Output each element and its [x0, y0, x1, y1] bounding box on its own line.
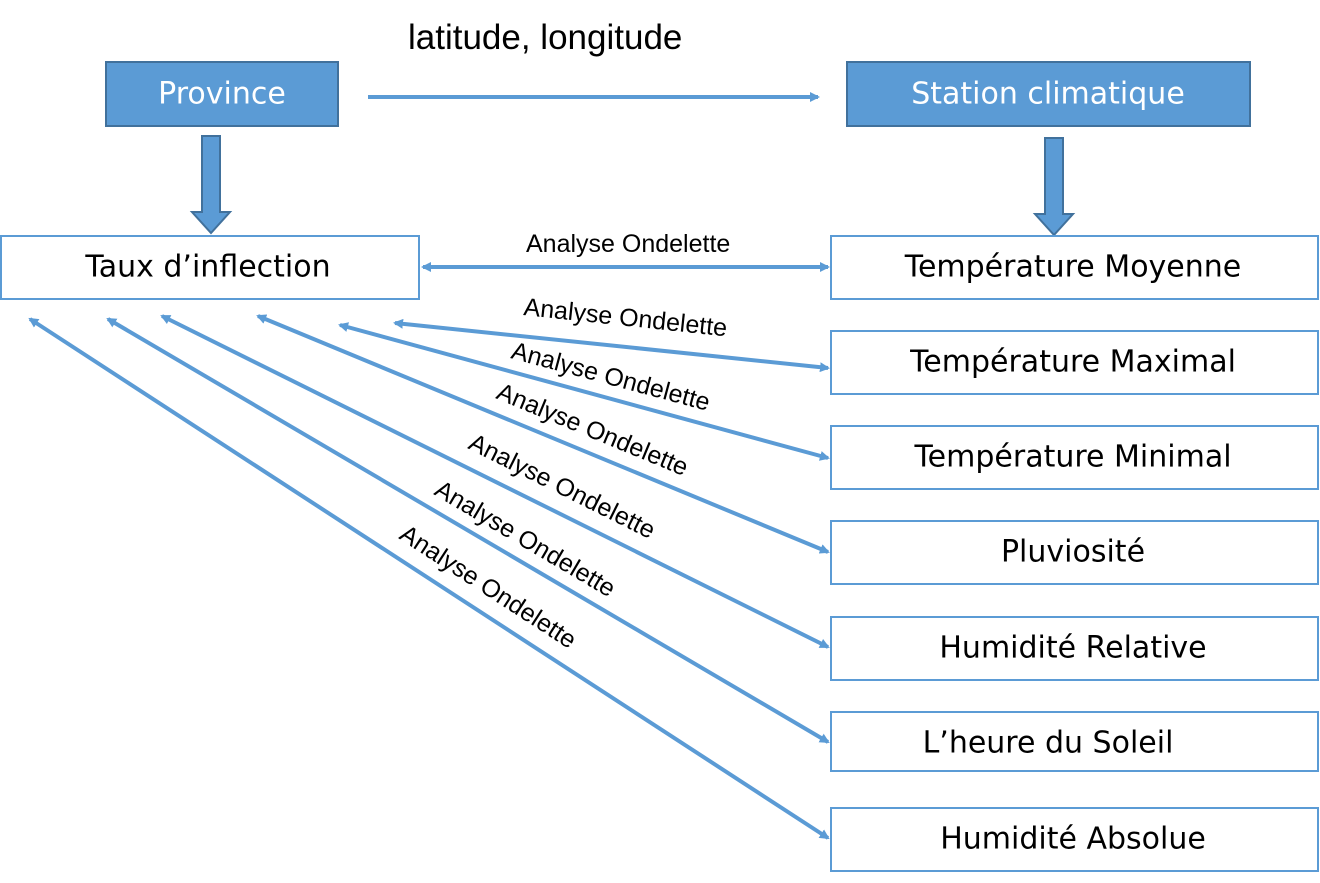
station-label: Station climatique — [911, 77, 1185, 112]
temp-maximal-node: Température Maximal — [830, 330, 1319, 395]
station-node: Station climatique — [846, 61, 1251, 127]
humidite-relative-node: Humidité Relative — [830, 616, 1319, 681]
pluviosite-node: Pluviosité — [830, 520, 1319, 585]
taux-node: Taux d’inflection — [0, 235, 420, 300]
heure-soleil-node: L’heure du Soleil — [830, 711, 1319, 772]
analyse-arrow-heure-soleil — [106, 317, 830, 744]
province-node: Province — [105, 61, 339, 127]
province-down-arrow — [189, 135, 233, 235]
analyse-label-moyenne: Analyse Ondelette — [526, 230, 730, 258]
analyse-arrow-humidite-absolue — [28, 317, 830, 840]
analyse-label-maximal: Analyse Ondelette — [522, 293, 728, 342]
humidite-absolue-label: Humidité Absolue — [940, 822, 1206, 857]
temp-minimal-label: Température Minimal — [913, 440, 1231, 475]
temp-moyenne-node: Température Moyenne — [830, 235, 1319, 300]
coordinates-label: latitude, longitude — [408, 18, 682, 57]
humidite-relative-label: Humidité Relative — [939, 631, 1206, 666]
temp-moyenne-label: Température Moyenne — [904, 250, 1242, 285]
temp-minimal-node: Température Minimal — [830, 425, 1319, 490]
temp-maximal-label: Température Maximal — [909, 345, 1236, 380]
humidite-absolue-node: Humidité Absolue — [830, 807, 1319, 872]
taux-label: Taux d’inflection — [84, 250, 330, 285]
pluviosite-label: Pluviosité — [1001, 535, 1145, 570]
station-down-arrow — [1032, 137, 1076, 237]
province-label: Province — [158, 77, 286, 112]
heure-soleil-label: L’heure du Soleil — [923, 726, 1174, 761]
